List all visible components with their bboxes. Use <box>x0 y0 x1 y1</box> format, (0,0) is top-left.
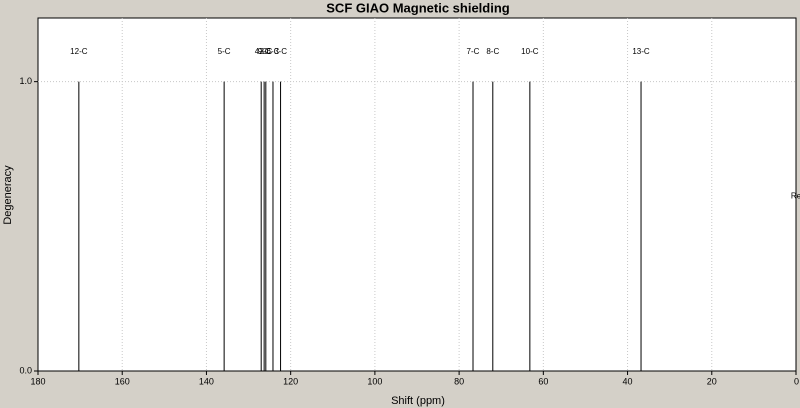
x-tick-label: 80 <box>454 376 464 386</box>
x-axis-label: Shift (ppm) <box>391 395 445 407</box>
chart-title: SCF GIAO Magnetic shielding <box>326 0 510 15</box>
x-tick-label: 180 <box>30 376 45 386</box>
peak-label: 13-C <box>632 47 650 56</box>
x-tick-label: 100 <box>367 376 382 386</box>
peak-label: 8-C <box>486 47 499 56</box>
peak-label: 10-C <box>521 47 539 56</box>
y-tick-label: 0.0 <box>19 365 32 375</box>
y-tick-label: 1.0 <box>19 76 32 86</box>
x-tick-label: 120 <box>283 376 298 386</box>
x-tick-label: 40 <box>623 376 633 386</box>
peak-label: 7-C <box>467 47 480 56</box>
peak-label: 9-C <box>258 47 271 56</box>
y-axis-label: Degeneracy <box>2 165 14 225</box>
x-tick-label: 140 <box>199 376 214 386</box>
peak-label: 2-C <box>259 47 272 56</box>
peak-label: 12-C <box>70 47 88 56</box>
peak-label: 6-C <box>267 47 280 56</box>
peak-label: Re <box>791 191 800 200</box>
peak-label: 5-C <box>218 47 231 56</box>
x-tick-label: 20 <box>707 376 717 386</box>
peak-label: 4-C <box>255 47 268 56</box>
x-tick-label: 0 <box>794 376 799 386</box>
plot-area <box>37 17 797 372</box>
peak-label: 3-C <box>274 47 287 56</box>
x-tick-label: 60 <box>538 376 548 386</box>
x-tick-label: 160 <box>115 376 130 386</box>
